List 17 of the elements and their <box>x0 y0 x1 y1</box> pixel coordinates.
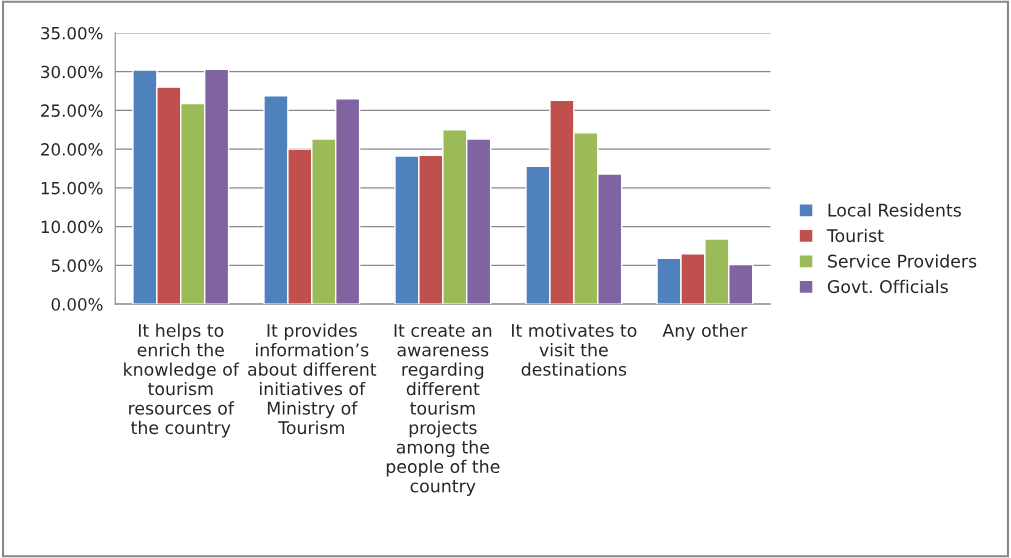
legend-label: Tourist <box>826 228 884 243</box>
y-tick-label: 25.00% <box>41 104 103 117</box>
x-tick-label: It provides information’s about different initiatives of Ministry of Tourism <box>248 323 377 435</box>
legend-label: Govt. Officials <box>827 279 948 294</box>
y-tick-label: 15.00% <box>41 181 103 195</box>
x-tick-label: It helps to enrich the knowledge of tourism resources of the country <box>124 323 240 438</box>
y-tick-label: 30.00% <box>41 65 103 79</box>
y-tick-label: 10.00% <box>41 220 103 234</box>
legend-label: Local Residents <box>828 203 961 217</box>
legend-label: Service Providers <box>828 254 977 268</box>
x-tick-label: Any other <box>662 323 748 341</box>
y-tick-label: 35.00% <box>41 26 103 40</box>
y-tick-label: 20.00% <box>41 143 103 156</box>
y-tick-label: 5.00% <box>51 259 103 272</box>
category-label: It create an awareness regarding different tourism projects among the people of the country <box>386 324 500 496</box>
y-tick-label: 0.00% <box>51 298 103 311</box>
x-tick-label: It motivates to visit the destinations <box>512 323 637 376</box>
